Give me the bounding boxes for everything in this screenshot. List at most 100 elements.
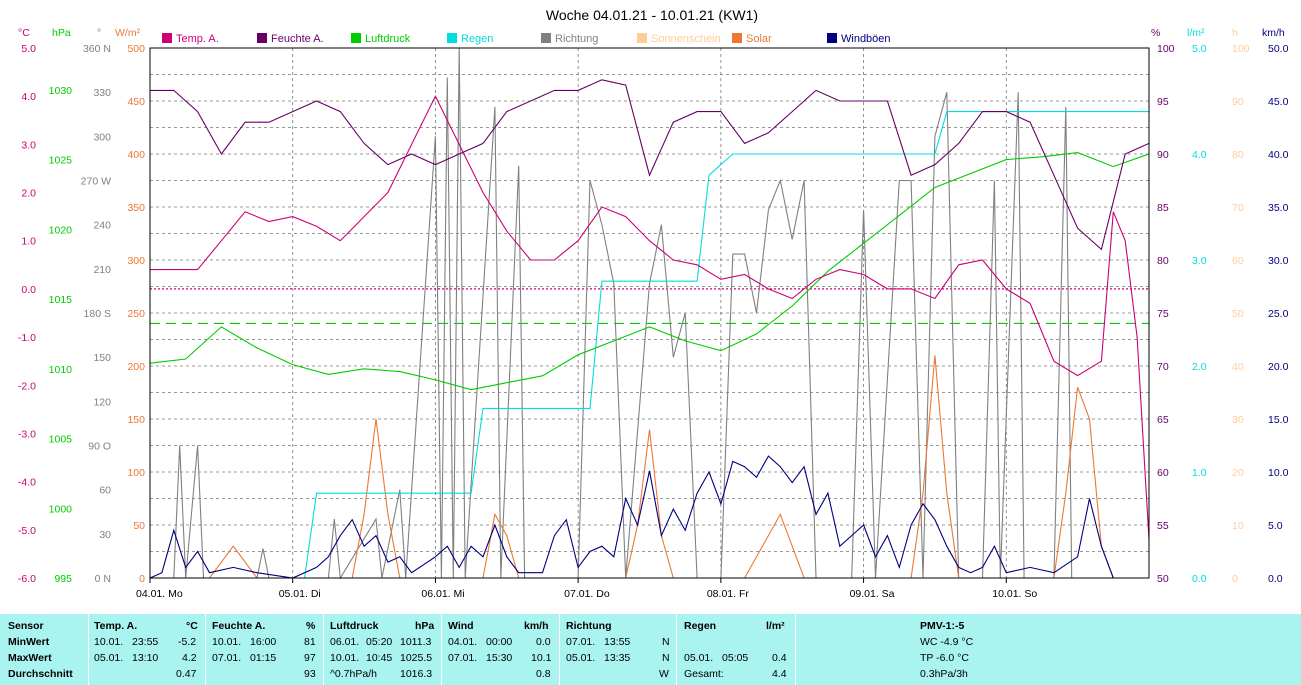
stats-luftdruck-min-value: 1011.3 [400,636,432,648]
stats-feuchte-max-value: 97 [304,652,316,664]
stats-luftdruck-max-date: 10.01. [330,652,360,664]
tick-label-deg: 180 S [84,308,111,320]
stats-separator [441,614,442,685]
tick-label-h: 10 [1232,520,1244,532]
axis-unit-temp: °C [18,27,30,39]
stats-regen-max-value: 0.4 [772,652,787,664]
legend-swatch [541,33,551,43]
stats-richtung-min-date: 07.01. [566,636,596,648]
tick-label-kmh: 0.0 [1268,573,1283,585]
stats-richtung-max-date: 05.01. [566,652,596,664]
tick-label-h: 100 [1232,43,1250,55]
legend-swatch [827,33,837,43]
tick-label-temp: -6.0 [18,573,36,585]
tick-label-hpa: 1010 [49,364,73,376]
tick-label-h: 40 [1232,361,1244,373]
stats-wind-max-date: 07.01. [448,652,478,664]
axis-unit-kmh: km/h [1262,27,1285,39]
stats-separator [323,614,324,685]
tick-label-pct: 70 [1157,361,1169,373]
tick-label-pct: 75 [1157,308,1169,320]
tick-label-pct: 55 [1157,520,1169,532]
stats-regen-max-time: 05:05 [722,652,749,664]
legend-label: Sonnenschein [651,33,721,45]
stats-header-feuchte: Feuchte A. [212,620,266,632]
stats-pmv-windchill: WC -4.9 °C [920,636,974,648]
stats-temp-min-time: 23:55 [132,636,159,648]
tick-label-pct: 95 [1157,96,1169,108]
plot-frame [149,47,1150,579]
stats-header-temp: Temp. A. [94,620,138,632]
stats-wind-max-value: 10.1 [531,652,552,664]
tick-label-wm2: 250 [127,308,145,320]
tick-label-kmh: 30.0 [1268,255,1289,267]
stats-pmv-taupunkt: TP -6.0 °C [920,652,969,664]
stats-pmv-trend: 0.3hPa/3h [920,668,968,680]
series-feuchte-a- [150,79,1150,251]
tick-label-temp: 2.0 [21,188,36,200]
legend-label: Feuchte A. [271,33,324,45]
stats-temp-max-date: 05.01. [94,652,124,664]
tick-label-wm2: 200 [127,361,145,373]
tick-label-h: 0 [1232,573,1238,585]
tick-label-deg: 300 [93,131,111,143]
stats-feuchte-min-date: 10.01. [212,636,242,648]
stats-unit-wind: km/h [524,620,549,632]
tick-label-hpa: 1025 [49,155,73,167]
stats-header-luftdruck: Luftdruck [330,620,379,632]
tick-label-deg: 360 N [83,43,111,55]
tick-label-deg: 240 [93,220,111,232]
series-temp-a- [150,94,1150,540]
tick-label-wm2: 500 [127,43,145,55]
x-axis-labels: 04.01. Mo 05.01. Di 06.01. Mi 07.01. Do 08.0… [136,578,1037,600]
stats-separator [205,614,206,685]
stats-temp-min-value: -5.2 [178,636,197,648]
tick-label-temp: -1.0 [18,332,36,344]
tick-label-kmh: 45.0 [1268,96,1289,108]
x-tick-label: 10.01. So [992,588,1037,600]
tick-label-kmh: 20.0 [1268,361,1289,373]
tick-label-pct: 100 [1157,43,1175,55]
stats-separator [795,614,796,685]
stats-regen-max-date: 05.01. [684,652,714,664]
tick-label-hpa: 995 [54,573,72,585]
stats-luftdruck-trend: ^0.7hPa/h [330,668,377,680]
tick-label-h: 30 [1232,414,1244,426]
stats-header-sensor: Sensor [8,620,44,632]
tick-label-kmh: 10.0 [1268,467,1289,479]
stats-richtung-max-time: 13:35 [604,652,631,664]
series-luftdruck [149,152,1150,391]
tick-label-temp: 0.0 [21,284,36,296]
x-tick-label: 08.01. Fr [707,588,750,600]
stats-luftdruck-max-value: 1025.5 [400,652,433,664]
x-tick-label: 09.01. Sa [850,588,895,600]
tick-label-wm2: 450 [127,96,145,108]
axis-unit-pct: % [1151,27,1160,39]
stats-unit-feuchte: % [306,620,316,632]
stats-row-label-max: MaxWert [8,652,52,664]
series-richtung [150,47,1149,580]
stats-luftdruck-min-date: 06.01. [330,636,360,648]
legend-label: Windböen [841,33,891,45]
legend-label: Richtung [555,33,598,45]
tick-label-h: 20 [1232,467,1244,479]
legend-swatch [637,33,647,43]
axis-unit-hpa: hPa [52,27,71,39]
stats-feuchte-max-date: 07.01. [212,652,242,664]
tick-label-lm2: 4.0 [1192,149,1207,161]
stats-row-label-min: MinWert [8,636,50,648]
tick-label-wm2: 150 [127,414,145,426]
chart-title: Woche 04.01.21 - 10.01.21 (KW1) [546,7,758,23]
stats-header-pmv: PMV-1:-5 [920,620,965,632]
stats-unit-luftdruck: hPa [415,620,435,632]
tick-label-kmh: 25.0 [1268,308,1289,320]
tick-label-h: 90 [1232,96,1244,108]
tick-label-deg: 270 W [81,176,111,188]
tick-label-temp: 4.0 [21,91,36,103]
stats-unit-temp: °C [186,620,198,632]
stats-wind-min-value: 0.0 [536,636,551,648]
tick-label-kmh: 40.0 [1268,149,1289,161]
tick-label-lm2: 2.0 [1192,361,1207,373]
tick-label-temp: -2.0 [18,380,36,392]
stats-panel: Sensor MinWert MaxWert Durchschnitt Temp… [0,614,1301,685]
